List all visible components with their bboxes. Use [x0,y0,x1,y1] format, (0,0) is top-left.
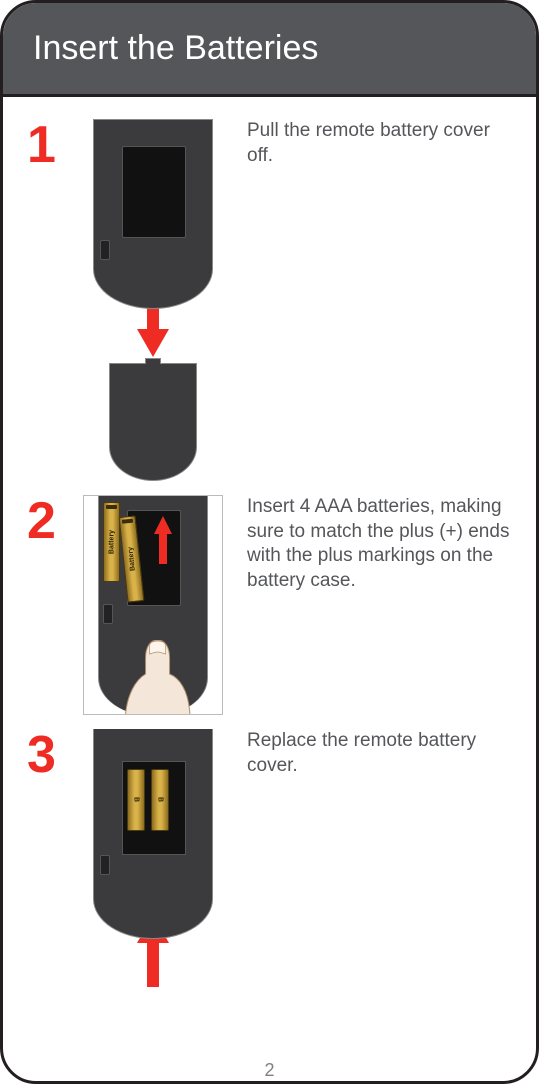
header: Insert the Batteries [3,3,536,97]
step-number: 2 [27,495,83,547]
page-title: Insert the Batteries [33,29,318,68]
cover-tab-icon [145,358,161,364]
battery-icon: B [127,769,145,831]
instruction-card: Insert the Batteries 1 Pull the remote b… [0,0,539,1084]
arrow-up-icon [154,516,172,564]
step-1-illustration [83,119,223,481]
inserted-batteries-icon: B B [127,769,169,831]
page-number: 2 [252,1055,288,1083]
step-3-illustration: B B [83,729,223,987]
battery-icon: B [151,769,169,831]
side-switch-icon [103,604,113,624]
illustration-frame: B B [83,729,223,987]
step-text: Pull the remote battery cover off. [223,119,512,168]
illustration-frame: Battery Battery [83,495,223,715]
step-3: 3 B B Replace the remote [27,729,512,987]
step-number: 1 [27,119,83,171]
battery-icon: Battery [103,502,120,582]
battery-cover-icon [109,363,197,481]
hand-icon [120,640,196,715]
step-text: Replace the remote battery cover. [223,729,512,778]
side-switch-icon [100,240,110,260]
remote-body-icon [93,119,213,309]
step-1: 1 Pull the remote battery cover off. [27,119,512,481]
content-area: 1 Pull the remote battery cover off. 2 [3,97,536,987]
step-text: Insert 4 AAA batteries, making sure to m… [223,495,512,594]
battery-slot-icon [122,146,186,238]
side-switch-icon [100,855,110,875]
step-2-illustration: Battery Battery [83,495,223,715]
remote-body-icon: B B [93,729,213,939]
step-number: 3 [27,729,83,781]
step-2: 2 Battery Battery [27,495,512,715]
